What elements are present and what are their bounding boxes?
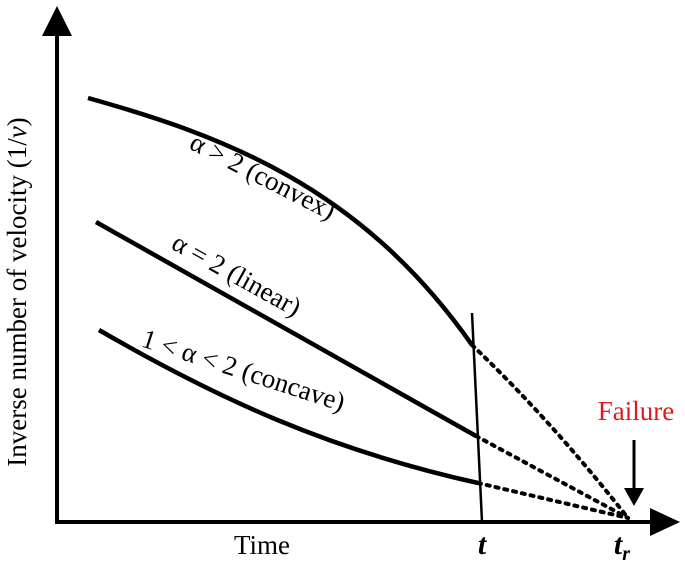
- failure-annotation: Failure: [598, 396, 674, 426]
- x-tick-t: t: [478, 528, 488, 561]
- y-axis-label: Inverse number of velocity (1/v): [2, 117, 32, 466]
- series-label-convex: α > 2 (convex): [185, 127, 340, 226]
- series-concave-extrapolation: [476, 481, 630, 520]
- failure-arrowhead: [624, 488, 644, 506]
- series-convex-extrapolation: [470, 343, 630, 520]
- series-linear-line: [94, 220, 478, 438]
- x-tick-tr: tr: [614, 528, 630, 562]
- series-concave-line: [97, 328, 479, 486]
- x-axis-label: Time: [234, 530, 290, 560]
- series-linear-extrapolation: [474, 434, 630, 520]
- x-axis-arrow: [650, 508, 680, 536]
- y-axis-arrow: [42, 6, 72, 36]
- series-convex-line: [87, 95, 474, 347]
